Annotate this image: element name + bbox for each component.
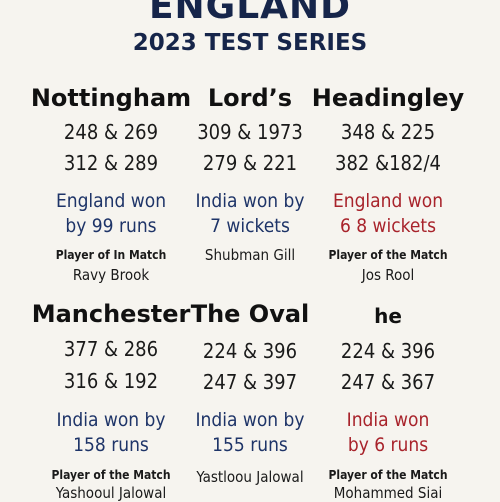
result-line-2: 155 runs xyxy=(212,434,288,456)
series-subtitle: 2023 TEST SERIES xyxy=(132,30,368,56)
innings-score-1: 248 & 269 xyxy=(63,120,159,144)
result-line-2: by 99 runs xyxy=(65,215,157,237)
player-of-match-label: Player of In Match xyxy=(55,248,167,262)
player-of-match-name: Ravy Brook xyxy=(72,266,150,284)
innings-score-2: 279 & 221 xyxy=(202,151,298,175)
innings-score-2: 247 & 367 xyxy=(340,370,436,394)
series-title: ENGLAND xyxy=(148,0,352,27)
venue-name: Lord’s xyxy=(207,84,293,112)
innings-score-2: 316 & 192 xyxy=(63,369,159,393)
innings-score-2: 247 & 397 xyxy=(202,370,298,394)
venue-name: Headingley xyxy=(311,84,465,112)
result-line-1: England won xyxy=(55,190,167,212)
result-line-2: 6 8 wickets xyxy=(339,215,437,237)
player-of-match-name: Shubman Gill xyxy=(204,246,296,264)
player-of-match-name: Yashooul Jalowal xyxy=(55,484,167,502)
result-line-2: 158 runs xyxy=(73,434,149,456)
result-line-2: by 6 runs xyxy=(347,434,429,456)
result-line-1: India won by xyxy=(56,409,166,431)
result-line-1: India won xyxy=(346,409,430,431)
player-of-match-name: Mohammed Siai xyxy=(333,484,443,502)
innings-score-2: 382 &182/4 xyxy=(335,151,441,175)
innings-score-1: 224 & 396 xyxy=(202,339,298,363)
player-of-match-name: Jos Rool xyxy=(361,266,415,284)
innings-score-1: 309 & 1973 xyxy=(197,120,303,144)
innings-score-1: 224 & 396 xyxy=(340,339,436,363)
result-line-2: 7 wickets xyxy=(210,215,290,237)
player-of-match-label: Player of the Match xyxy=(51,468,171,482)
venue-name: Manchester xyxy=(31,300,191,328)
venue-name: The Oval xyxy=(190,300,310,328)
result-line-1: England won xyxy=(332,190,444,212)
venue-name: he xyxy=(374,304,402,328)
innings-score-2: 312 & 289 xyxy=(63,151,159,175)
innings-score-1: 377 & 286 xyxy=(63,337,159,361)
result-line-1: India won by xyxy=(195,409,305,431)
player-of-match-label: Player of the Match xyxy=(328,468,448,482)
innings-score-1: 348 & 225 xyxy=(340,120,436,144)
venue-name: Nottingham xyxy=(30,84,192,112)
player-of-match-name: Yastloou Jalowal xyxy=(196,468,304,486)
result-line-1: India won by xyxy=(195,190,305,212)
player-of-match-label: Player of the Match xyxy=(328,248,448,262)
